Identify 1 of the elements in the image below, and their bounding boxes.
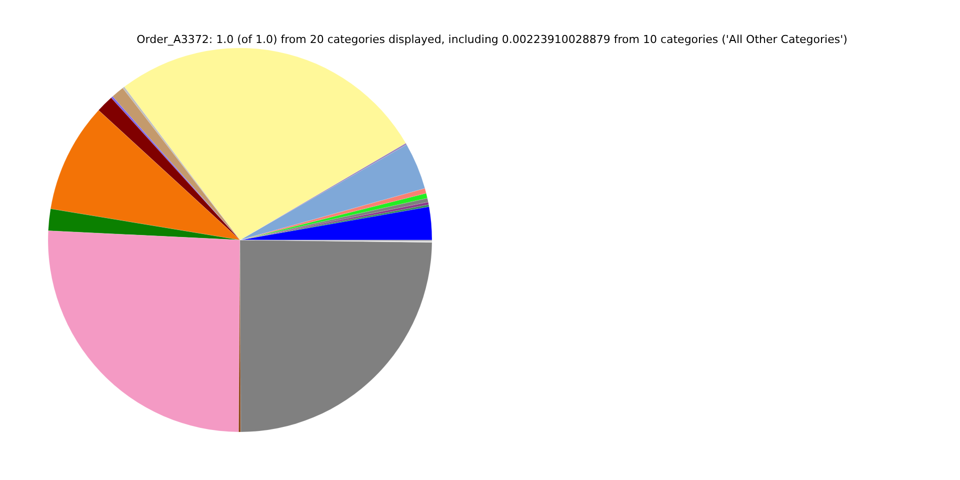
text: Order_A3372: 1.0 (of 1.0) from 20 categories displayed, including 0.00223910028879 from 10 categories ('All Other Categories') xyxy=(136,33,848,46)
